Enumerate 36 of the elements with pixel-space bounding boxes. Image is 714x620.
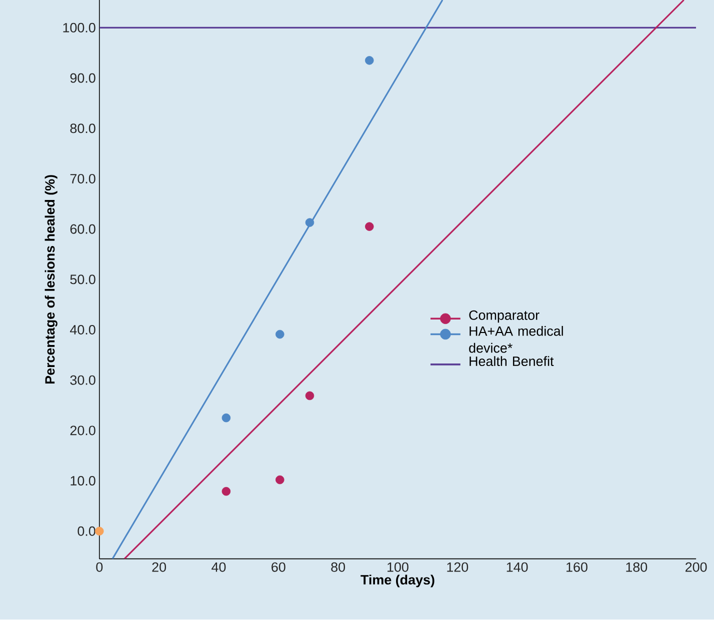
legend-label: Comparator — [469, 310, 540, 323]
y-tick-label: 100.0 — [63, 23, 96, 33]
x-tick-label: 40 — [212, 562, 226, 572]
y-tick-label: 80.0 — [70, 124, 96, 134]
point — [365, 56, 374, 65]
legend-label: HA+AA medical device* — [469, 326, 563, 353]
x-tick-label: 180 — [626, 562, 648, 572]
x-tick-label: 120 — [447, 562, 468, 572]
y-tick-label: 20.0 — [70, 426, 96, 436]
x-tick-label: 0 — [96, 562, 103, 572]
y-tick-label: 60.0 — [70, 224, 96, 234]
y-tick-label: 70.0 — [70, 174, 96, 184]
y-tick-label: 90.0 — [70, 73, 96, 83]
x-tick-label: 20 — [152, 562, 166, 572]
y-tick-label: 30.0 — [70, 376, 96, 386]
point — [276, 330, 284, 339]
x-tick-label: 160 — [566, 562, 588, 572]
point — [222, 487, 231, 496]
point — [305, 218, 314, 228]
x-tick-label: 100 — [388, 562, 408, 572]
y-tick-label: 50.0 — [70, 274, 96, 284]
y-tick-label: 10.0 — [70, 476, 96, 486]
point — [365, 222, 374, 232]
x-tick-label: 80 — [331, 562, 346, 572]
y-tick-label: 40.0 — [70, 325, 96, 335]
point — [222, 414, 231, 422]
legend-label: Health Benefit — [470, 356, 554, 366]
y-axis-title: Percentage of lesions healed (%) — [44, 175, 58, 384]
x-axis-title: Time (days) — [360, 574, 434, 588]
x-tick-label: 60 — [272, 562, 286, 572]
point — [276, 476, 284, 484]
point — [95, 526, 104, 536]
x-tick-label: 200 — [686, 562, 707, 572]
x-tick-label: 140 — [506, 562, 528, 572]
y-tick-label: 0.0 — [78, 526, 96, 536]
point — [305, 392, 314, 400]
